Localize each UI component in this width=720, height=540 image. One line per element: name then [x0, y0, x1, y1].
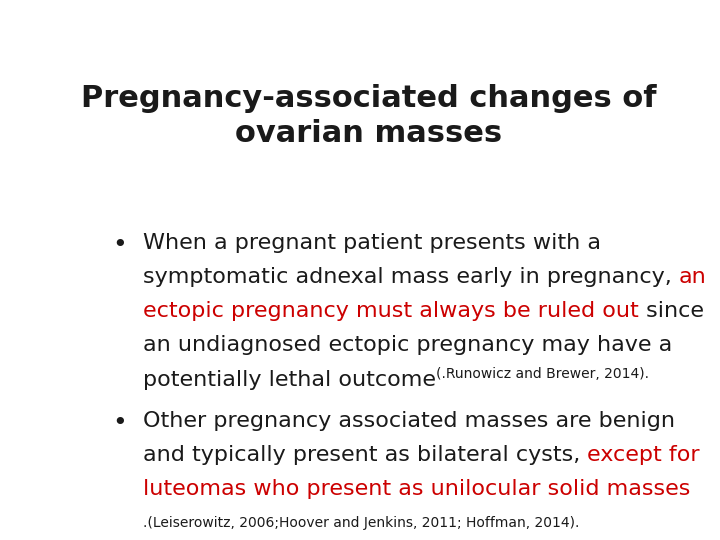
- Text: an undiagnosed ectopic pregnancy may have a: an undiagnosed ectopic pregnancy may hav…: [143, 335, 672, 355]
- Text: symptomatic adnexal mass early in pregnancy,: symptomatic adnexal mass early in pregna…: [143, 267, 679, 287]
- Text: •: •: [112, 411, 127, 435]
- Text: ectopic pregnancy must always be ruled out: ectopic pregnancy must always be ruled o…: [143, 301, 639, 321]
- Text: .(Leiserowitz, 2006;Hoover and Jenkins, 2011; Hoffman, 2014).: .(Leiserowitz, 2006;Hoover and Jenkins, …: [143, 516, 580, 530]
- Text: Other pregnancy associated masses are benign: Other pregnancy associated masses are be…: [143, 411, 675, 431]
- Text: (.Runowicz and Brewer, 2014).: (.Runowicz and Brewer, 2014).: [436, 367, 649, 381]
- Text: except for: except for: [588, 446, 700, 465]
- Text: and typically present as bilateral cysts,: and typically present as bilateral cysts…: [143, 446, 588, 465]
- Text: luteomas who present as unilocular solid masses: luteomas who present as unilocular solid…: [143, 480, 690, 500]
- Text: since: since: [639, 301, 703, 321]
- Text: When a pregnant patient presents with a: When a pregnant patient presents with a: [143, 233, 601, 253]
- Text: an: an: [679, 267, 706, 287]
- Text: Pregnancy-associated changes of
ovarian masses: Pregnancy-associated changes of ovarian …: [81, 84, 657, 148]
- Text: potentially lethal outcome: potentially lethal outcome: [143, 369, 436, 389]
- Text: •: •: [112, 233, 127, 257]
